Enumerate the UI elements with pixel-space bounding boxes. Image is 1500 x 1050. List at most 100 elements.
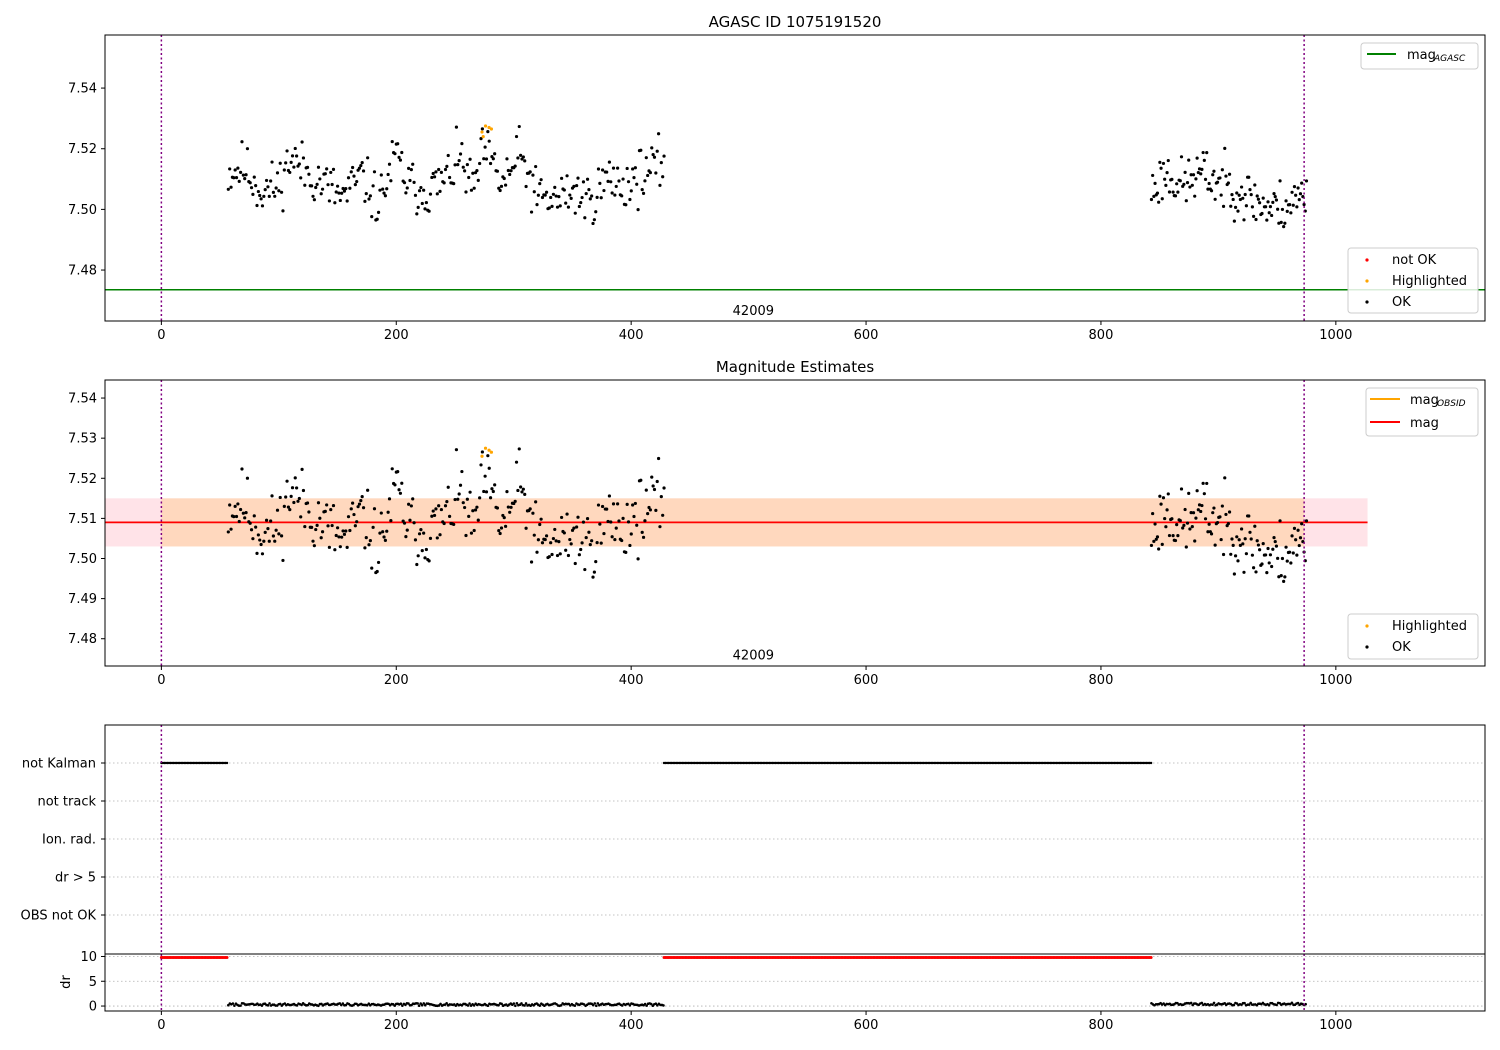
ok-point (1283, 221, 1287, 225)
obsid-label: 42009 (733, 649, 774, 664)
ok-point (289, 494, 293, 498)
ok-point (1239, 527, 1244, 531)
ok-point (303, 524, 307, 529)
ok-point (1187, 158, 1191, 162)
ok-point (1195, 156, 1199, 160)
ok-point (312, 544, 316, 548)
ok-point (524, 184, 528, 189)
ok-point (229, 527, 233, 531)
ok-point (596, 503, 601, 507)
ok-point (1260, 562, 1264, 566)
ok-point (1202, 158, 1206, 162)
dr-point (417, 1004, 421, 1008)
ok-point (491, 157, 495, 161)
ok-point (375, 217, 379, 221)
ok-point (316, 165, 321, 169)
y-tick-label: 0 (89, 1000, 97, 1015)
ok-point (427, 559, 431, 563)
ok-point (442, 521, 446, 526)
ok-point (544, 534, 549, 538)
ok-point (385, 187, 389, 191)
ok-point (590, 194, 594, 198)
ok-point (581, 180, 586, 184)
ok-point (346, 515, 351, 519)
ok-point (1200, 503, 1204, 508)
ok-point (1181, 526, 1185, 530)
ok-point (1236, 209, 1240, 213)
ok-point (289, 160, 293, 164)
ok-point (229, 185, 233, 189)
ok-point (643, 519, 647, 523)
ok-point (633, 166, 637, 170)
y-tick-label: 7.52 (68, 472, 97, 487)
ok-point (646, 512, 650, 516)
ok-point (534, 500, 538, 504)
ok-point (486, 130, 490, 134)
ok-point (1182, 182, 1186, 186)
ok-point (345, 199, 349, 203)
ok-point (431, 509, 435, 513)
ok-point (348, 528, 352, 533)
ok-point (404, 535, 408, 539)
ok-point (1244, 204, 1248, 208)
ok-point (656, 132, 661, 136)
ok-point (588, 197, 592, 201)
ok-point (325, 167, 329, 171)
ok-point (397, 155, 401, 159)
ok-point (342, 532, 347, 536)
ok-point (356, 505, 360, 509)
ok-point (428, 192, 433, 196)
ok-point (341, 186, 345, 191)
ok-point (266, 185, 270, 189)
dr-point (1296, 1001, 1300, 1005)
dr-point (393, 1004, 397, 1007)
ok-point (555, 205, 560, 209)
ok-point (1165, 171, 1169, 175)
x-tick-label: 800 (1089, 673, 1114, 688)
ok-point (639, 148, 643, 152)
ok-point (1183, 507, 1187, 512)
ok-point (327, 545, 331, 549)
ok-point (432, 513, 437, 518)
ok-point (1250, 205, 1255, 209)
ok-point (335, 184, 340, 188)
ok-point (434, 507, 438, 511)
ok-point (234, 514, 239, 519)
ok-point (445, 164, 449, 168)
x-tick-label: 200 (384, 328, 409, 343)
ok-point (443, 167, 448, 172)
ok-point (338, 545, 342, 549)
dr-point (594, 1004, 598, 1008)
ok-point (241, 511, 245, 515)
ok-point (523, 159, 527, 163)
ok-point (1219, 537, 1223, 542)
ok-point (319, 536, 323, 540)
ok-point (457, 159, 461, 163)
ok-point (1276, 207, 1280, 211)
ok-point (281, 209, 285, 213)
ok-point (483, 474, 487, 478)
ok-point (408, 518, 412, 522)
ok-point (1254, 217, 1258, 222)
ok-point (240, 467, 244, 471)
ok-point (1223, 476, 1227, 480)
ok-point (599, 196, 603, 200)
ok-point (273, 194, 277, 198)
ok-point (1189, 511, 1193, 515)
ok-point (299, 176, 303, 180)
dr-point (500, 1002, 503, 1006)
ok-point (491, 489, 495, 494)
legend-highlighted-label: Highlighted (1392, 619, 1467, 634)
ok-point (293, 146, 297, 151)
ok-point (389, 519, 393, 523)
ok-point (243, 177, 247, 181)
ok-point (487, 139, 491, 143)
ok-point (1227, 172, 1232, 176)
ok-point (625, 502, 629, 506)
ok-point (342, 189, 347, 193)
ok-point (275, 171, 280, 175)
ok-point (1182, 523, 1186, 527)
ok-point (341, 529, 345, 533)
ok-point (1284, 545, 1288, 549)
ok-point (1196, 508, 1200, 512)
